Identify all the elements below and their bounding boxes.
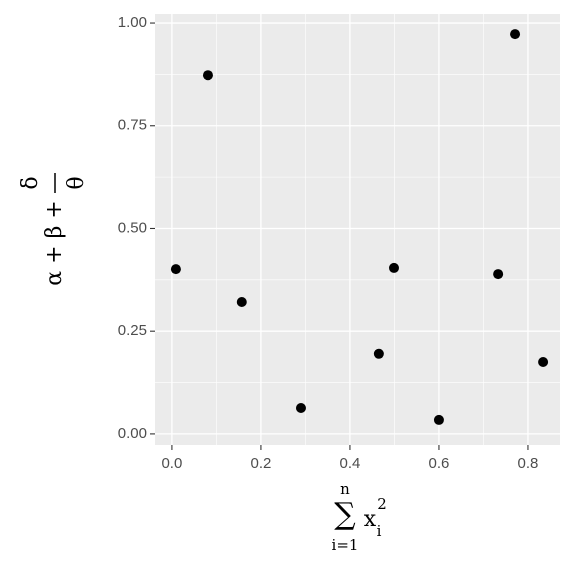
- x-tick-label: 0.4: [340, 455, 361, 472]
- x-tick-label: 0.6: [429, 455, 450, 472]
- y-tick-label: 0.75: [118, 117, 147, 134]
- point: [510, 29, 521, 40]
- x-tick-label: 0.8: [518, 455, 539, 472]
- y-label-numerator: δ: [18, 176, 43, 189]
- x-label-operator: ∑: [334, 497, 356, 532]
- grid: [155, 14, 560, 445]
- x-label-upper: n: [340, 480, 350, 498]
- point: [433, 414, 444, 425]
- x-tick-label: 0.0: [161, 455, 182, 472]
- point: [295, 403, 306, 414]
- y-label-denominator: θ: [64, 176, 89, 189]
- x-label-lower: i=1: [332, 536, 359, 554]
- x-tick-label: 0.2: [250, 455, 271, 472]
- point: [236, 297, 247, 308]
- y-tick-label: 0.00: [118, 425, 147, 442]
- point: [538, 357, 549, 368]
- point: [170, 264, 181, 275]
- panel: [155, 14, 560, 445]
- y-axis-label: α + β + δ θ: [18, 173, 89, 286]
- x-axis-label: n ∑ i=1 x i 2: [332, 480, 387, 554]
- y-tick-label: 0.25: [118, 322, 147, 339]
- point: [493, 269, 504, 280]
- y-tick-label: 0.50: [118, 219, 147, 236]
- point: [373, 348, 384, 359]
- x-label-superscript: 2: [377, 495, 387, 513]
- point: [388, 262, 399, 273]
- y-tick-label: 1.00: [118, 14, 147, 31]
- x-label-base: x: [364, 507, 377, 532]
- x-label-subscript: i: [377, 522, 382, 540]
- point: [202, 70, 213, 81]
- y-label-prefix: α + β +: [42, 200, 67, 285]
